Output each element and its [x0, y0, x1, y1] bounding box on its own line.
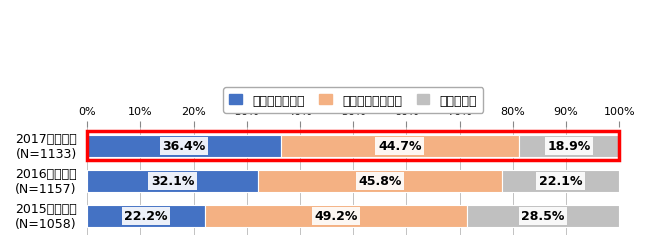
- Bar: [87, 132, 619, 160]
- Bar: [258, 170, 502, 192]
- Text: 22.1%: 22.1%: [539, 174, 582, 188]
- Text: 22.2%: 22.2%: [124, 210, 168, 222]
- Bar: [502, 170, 619, 192]
- Text: 36.4%: 36.4%: [162, 140, 205, 153]
- Bar: [205, 205, 467, 227]
- Text: 18.9%: 18.9%: [547, 140, 591, 153]
- Bar: [467, 205, 619, 227]
- Text: 32.1%: 32.1%: [151, 174, 194, 188]
- Bar: [281, 136, 519, 157]
- Text: 28.5%: 28.5%: [521, 210, 565, 222]
- Text: 45.8%: 45.8%: [358, 174, 402, 188]
- Bar: [87, 136, 281, 157]
- Legend: 取り組んでいる, 取り組んでいない, わからない: 取り組んでいる, 取り組んでいない, わからない: [223, 88, 483, 113]
- Bar: [87, 205, 205, 227]
- Text: 44.7%: 44.7%: [378, 140, 421, 153]
- Bar: [519, 136, 619, 157]
- Bar: [87, 170, 258, 192]
- Text: 49.2%: 49.2%: [315, 210, 358, 222]
